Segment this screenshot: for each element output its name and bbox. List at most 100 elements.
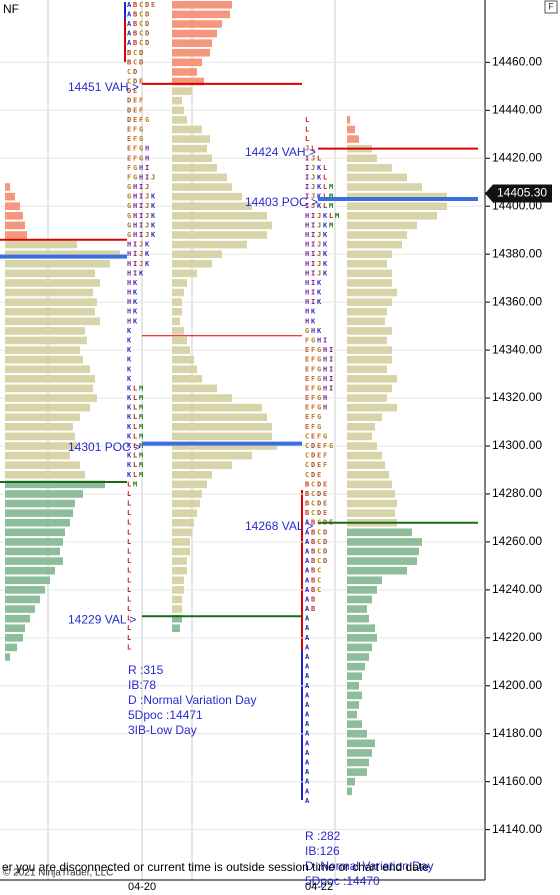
volume-bar bbox=[347, 768, 367, 776]
tpo-letter: D bbox=[145, 20, 149, 28]
volume-bar bbox=[172, 413, 267, 422]
tpo-letter: F bbox=[323, 452, 327, 460]
tpo-letter: H bbox=[305, 212, 309, 220]
tpo-letter: C bbox=[127, 78, 131, 86]
tpo-letter: C bbox=[317, 547, 321, 555]
volume-bar bbox=[5, 250, 120, 258]
tpo-letter: K bbox=[133, 298, 138, 306]
tpo-row: L bbox=[305, 116, 309, 124]
volume-bar bbox=[347, 547, 419, 556]
tpo-letter: G bbox=[317, 375, 321, 383]
menu-button[interactable] bbox=[544, 0, 558, 14]
tpo-letter: H bbox=[323, 394, 327, 402]
tpo-letter: J bbox=[311, 202, 315, 210]
tpo-letter: L bbox=[133, 471, 137, 479]
volume-bar bbox=[5, 375, 95, 383]
tpo-letter: C bbox=[317, 567, 321, 575]
tpo-row: K bbox=[127, 346, 132, 354]
tpo-letter: I bbox=[139, 183, 143, 191]
tpo-letter: E bbox=[305, 404, 309, 412]
tpo-row: L bbox=[127, 576, 131, 584]
tpo-letter: B bbox=[133, 20, 137, 28]
tpo-letter: J bbox=[139, 260, 143, 268]
tpo-letter: K bbox=[145, 241, 150, 249]
tpo-letter: I bbox=[329, 365, 333, 373]
volume-bar bbox=[5, 183, 10, 191]
volume-bar bbox=[347, 749, 372, 757]
tpo-letter: B bbox=[133, 39, 137, 47]
tpo-letter: C bbox=[139, 30, 143, 38]
tpo-letter: L bbox=[133, 423, 137, 431]
volume-bar bbox=[172, 183, 232, 191]
tpo-letter: D bbox=[127, 97, 131, 105]
current-price-box bbox=[485, 184, 552, 203]
tpo-letter: K bbox=[317, 298, 322, 306]
volume-bar bbox=[347, 662, 365, 671]
copyright: © 2021 NinjaTrader, LLC bbox=[3, 868, 113, 879]
tpo-letter: L bbox=[133, 461, 137, 469]
tpo-letter: D bbox=[139, 49, 143, 57]
profile-stat: 5Dpoc :14470 bbox=[305, 874, 380, 888]
tpo-letter: M bbox=[329, 193, 333, 201]
tpo-row: A bbox=[305, 711, 310, 719]
tpo-letter: M bbox=[139, 384, 143, 392]
tpo-letter: M bbox=[133, 480, 137, 488]
tpo-letter: E bbox=[133, 106, 137, 114]
volume-bar bbox=[5, 547, 60, 556]
volume-bar bbox=[347, 403, 397, 412]
tpo-letter: G bbox=[329, 442, 333, 450]
tpo-letter: K bbox=[317, 289, 322, 297]
tpo-letter: D bbox=[133, 68, 137, 76]
volume-bar bbox=[172, 586, 184, 594]
tpo-letter: G bbox=[139, 125, 143, 133]
volume-bar bbox=[347, 720, 362, 728]
volume-bar bbox=[347, 509, 395, 517]
tpo-letter: F bbox=[139, 97, 143, 105]
volume-bar bbox=[172, 39, 212, 47]
tpo-letter: A bbox=[305, 759, 310, 767]
tpo-letter: C bbox=[317, 576, 321, 584]
tpo-letter: G bbox=[323, 432, 327, 440]
volume-bar bbox=[172, 384, 217, 393]
volume-bar bbox=[347, 164, 392, 172]
tpo-letter: F bbox=[311, 356, 315, 364]
tpo-letter: I bbox=[311, 260, 315, 268]
tpo-letter: A bbox=[305, 586, 310, 594]
level-label: 14301 POC > bbox=[68, 440, 141, 454]
tpo-letter: B bbox=[133, 10, 137, 18]
menu-icon[interactable]: F bbox=[548, 1, 554, 11]
tpo-letter: C bbox=[305, 452, 309, 460]
tpo-letter: H bbox=[311, 327, 315, 335]
volume-bar bbox=[347, 307, 387, 316]
tpo-letter: L bbox=[127, 528, 131, 536]
tpo-letter: F bbox=[133, 125, 137, 133]
tpo-letter: H bbox=[305, 317, 309, 325]
tpo-letter: J bbox=[311, 173, 315, 181]
tpo-letter: D bbox=[127, 87, 131, 95]
tpo-letter: J bbox=[317, 212, 321, 220]
volume-bar bbox=[172, 20, 222, 28]
tpo-letter: L bbox=[133, 432, 137, 440]
volume-bar bbox=[347, 240, 402, 249]
profile-stat: IB:126 bbox=[305, 844, 340, 858]
volume-bar bbox=[5, 605, 35, 613]
tpo-letter: D bbox=[323, 538, 327, 546]
tpo-letter: C bbox=[305, 432, 309, 440]
volume-bar bbox=[5, 624, 25, 633]
tpo-letter: K bbox=[317, 327, 322, 335]
